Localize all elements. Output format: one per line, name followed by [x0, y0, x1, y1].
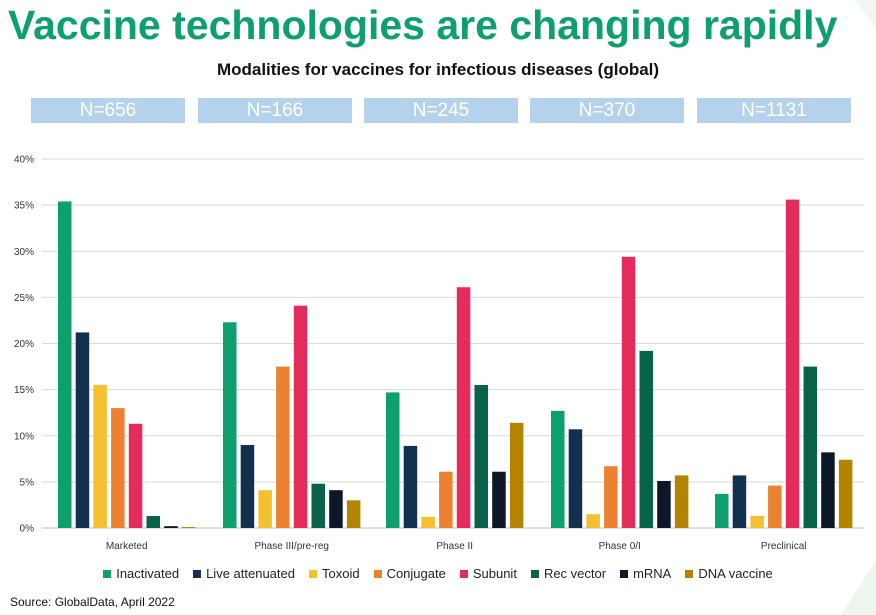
x-tick-label: Marketed — [106, 541, 148, 552]
legend-label: Rec vector — [543, 566, 607, 581]
page-title: Vaccine technologies are changing rapidl… — [8, 2, 838, 48]
bar-live-attenuated-1 — [240, 444, 255, 528]
bar-mrna-2 — [492, 471, 506, 528]
x-tick-label: Preclinical — [761, 541, 807, 552]
y-tick-label: 10% — [14, 431, 34, 442]
legend-item: Live attenuated — [193, 566, 295, 581]
group-count-phase-ii: N=245 — [364, 98, 518, 123]
bar-inactivated-3 — [551, 410, 565, 528]
y-tick-label: 0% — [20, 524, 35, 535]
bar-toxoid-1 — [258, 490, 272, 528]
legend-item: DNA vaccine — [685, 566, 773, 581]
bar-live-attenuated-0 — [75, 332, 90, 528]
x-tick-label: Phase II — [436, 541, 473, 552]
bar-conjugate-2 — [439, 471, 453, 528]
bar-conjugate-0 — [111, 408, 125, 528]
x-tick-label: Phase III/pre-reg — [254, 541, 328, 552]
bar-subunit-3 — [621, 256, 636, 528]
bar-subunit-2 — [456, 287, 471, 528]
legend-item: Inactivated — [103, 566, 179, 581]
bar-mrna-0 — [164, 526, 178, 528]
group-count-preclinical: N=1131 — [697, 98, 851, 123]
legend-label: mRNA — [633, 566, 672, 581]
bar-mrna-4 — [821, 452, 835, 528]
legend-item: Toxoid — [308, 566, 360, 581]
bar-subunit-1 — [293, 305, 308, 528]
bar-subunit-4 — [785, 199, 800, 528]
bar-rec-vector-0 — [146, 516, 160, 528]
bar-toxoid-3 — [586, 514, 600, 528]
bar-rec-vector-3 — [639, 350, 653, 528]
y-tick-label: 25% — [14, 293, 34, 304]
bar-toxoid-0 — [93, 385, 107, 528]
corner-decoration — [841, 0, 876, 615]
legend-swatch — [620, 569, 629, 578]
legend-swatch — [193, 569, 202, 578]
y-tick-label: 30% — [14, 247, 34, 258]
bar-toxoid-2 — [421, 516, 435, 528]
bar-inactivated-4 — [715, 493, 729, 528]
legend-item: Conjugate — [373, 566, 446, 581]
bar-chart: 0% 5% 10% 15% 20% 25% 30% 35% 40% Marketed Phase I… — [14, 155, 864, 552]
bar-inactivated-1 — [223, 322, 237, 528]
bar-dna-vaccine-0 — [181, 527, 196, 528]
bar-live-attenuated-2 — [403, 445, 418, 528]
group-count-phase-iii: N=166 — [198, 98, 352, 123]
bar-mrna-3 — [657, 480, 671, 528]
y-tick-label: 15% — [14, 385, 34, 396]
bar-toxoid-4 — [750, 516, 764, 528]
bar-subunit-0 — [128, 423, 143, 528]
legend-swatch — [373, 569, 382, 578]
y-tick-label: 20% — [14, 339, 34, 350]
bar-live-attenuated-4 — [732, 475, 747, 528]
bar-dna-vaccine-3 — [674, 475, 689, 528]
chart-legend: Inactivated Live attenuated Toxoid Conjugat… — [0, 566, 876, 581]
y-tick-label: 5% — [20, 477, 35, 488]
bar-inactivated-0 — [58, 201, 72, 528]
legend-item: Subunit — [459, 566, 517, 581]
legend-label: Subunit — [472, 566, 517, 581]
chart-title: Modalities for vaccines for infectious d… — [216, 60, 660, 79]
legend-swatch — [685, 569, 694, 578]
bar-dna-vaccine-1 — [346, 500, 361, 528]
x-tick-label: Phase 0/I — [599, 541, 641, 552]
bar-dna-vaccine-2 — [509, 422, 524, 528]
group-count-phase-0-i: N=370 — [530, 98, 684, 123]
legend-item: Rec vector — [530, 566, 607, 581]
bar-conjugate-4 — [768, 485, 782, 528]
legend-swatch — [103, 569, 112, 578]
legend-label: DNA vaccine — [698, 566, 773, 581]
bar-conjugate-3 — [604, 466, 618, 528]
legend-label: Live attenuated — [206, 566, 295, 581]
group-count-marketed: N=656 — [31, 98, 185, 123]
bar-mrna-1 — [329, 490, 343, 528]
legend-swatch — [308, 569, 317, 578]
legend-swatch — [530, 569, 539, 578]
legend-item: mRNA — [620, 566, 671, 581]
legend-label: Inactivated — [116, 566, 180, 581]
y-tick-label: 35% — [14, 201, 34, 212]
bar-rec-vector-4 — [803, 366, 817, 528]
legend-swatch — [459, 569, 468, 578]
bar-rec-vector-1 — [311, 483, 325, 528]
bar-rec-vector-2 — [474, 385, 488, 528]
bar-live-attenuated-3 — [568, 429, 583, 528]
source-note: Source: GlobalData, April 2022 — [10, 595, 175, 609]
bar-inactivated-2 — [386, 392, 400, 528]
bar-conjugate-1 — [276, 366, 290, 528]
bar-dna-vaccine-4 — [838, 459, 853, 528]
legend-label: Conjugate — [386, 566, 446, 581]
legend-label: Toxoid — [321, 566, 360, 581]
y-tick-label: 40% — [14, 155, 34, 166]
